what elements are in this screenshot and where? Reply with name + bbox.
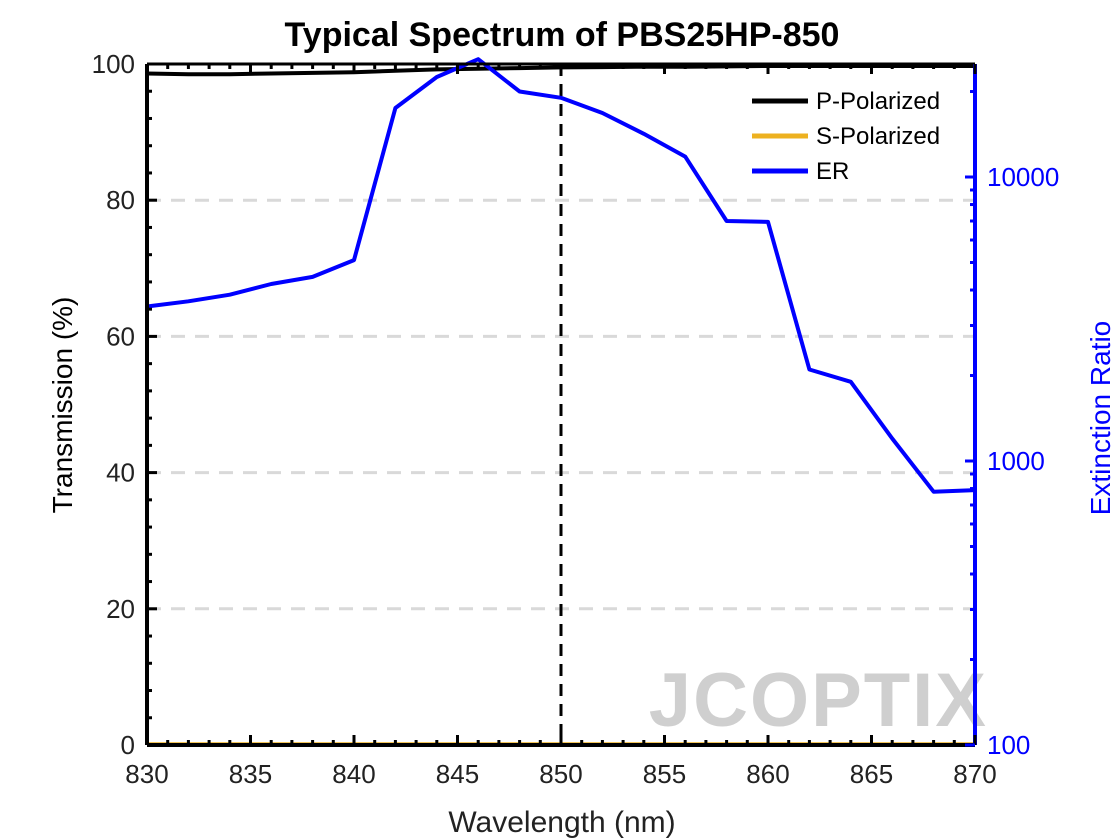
legend-label: S-Polarized <box>816 123 940 150</box>
y-tick-label: 80 <box>106 185 135 215</box>
y2-axis-label: Extinction Ratio <box>1085 321 1116 516</box>
y-tick-label: 60 <box>106 321 135 351</box>
x-tick-label: 855 <box>643 759 686 789</box>
watermark-logo: JCOPTIX <box>649 658 988 743</box>
series-line-er <box>146 57 976 494</box>
y2-tick-label: 10000 <box>987 162 1059 192</box>
y-tick-label: 100 <box>92 49 135 79</box>
x-tick-label: 840 <box>332 759 375 789</box>
x-tick-label: 830 <box>125 759 168 789</box>
y-tick-label: 0 <box>121 730 135 760</box>
x-tick-label: 845 <box>436 759 479 789</box>
x-tick-label: 870 <box>953 759 996 789</box>
x-tick-label: 835 <box>229 759 272 789</box>
watermark-text: JCOPTIX <box>649 658 988 743</box>
y2-tick-label: 100 <box>987 730 1030 760</box>
legend-label: ER <box>816 158 849 185</box>
series-layer <box>146 57 976 747</box>
chart-title: Typical Spectrum of PBS25HP-850 <box>285 16 840 54</box>
y2-tick-label: 1000 <box>987 446 1045 476</box>
y-tick-label: 20 <box>106 594 135 624</box>
x-tick-label: 860 <box>746 759 789 789</box>
y-tick-label: 40 <box>106 458 135 488</box>
tick-labels: 830 835 840 845 850 855 860 865 870 0 20 40 60 80 100 1… <box>92 49 1060 789</box>
y-axis-label: Transmission (%) <box>47 297 78 514</box>
legend-label: P-Polarized <box>816 88 940 115</box>
axes <box>145 62 977 747</box>
x-tick-label: 850 <box>539 759 582 789</box>
legend: P-Polarized S-Polarized ER <box>752 88 940 185</box>
x-axis-label: Wavelength (nm) <box>448 806 675 839</box>
x-tick-label: 865 <box>850 759 893 789</box>
